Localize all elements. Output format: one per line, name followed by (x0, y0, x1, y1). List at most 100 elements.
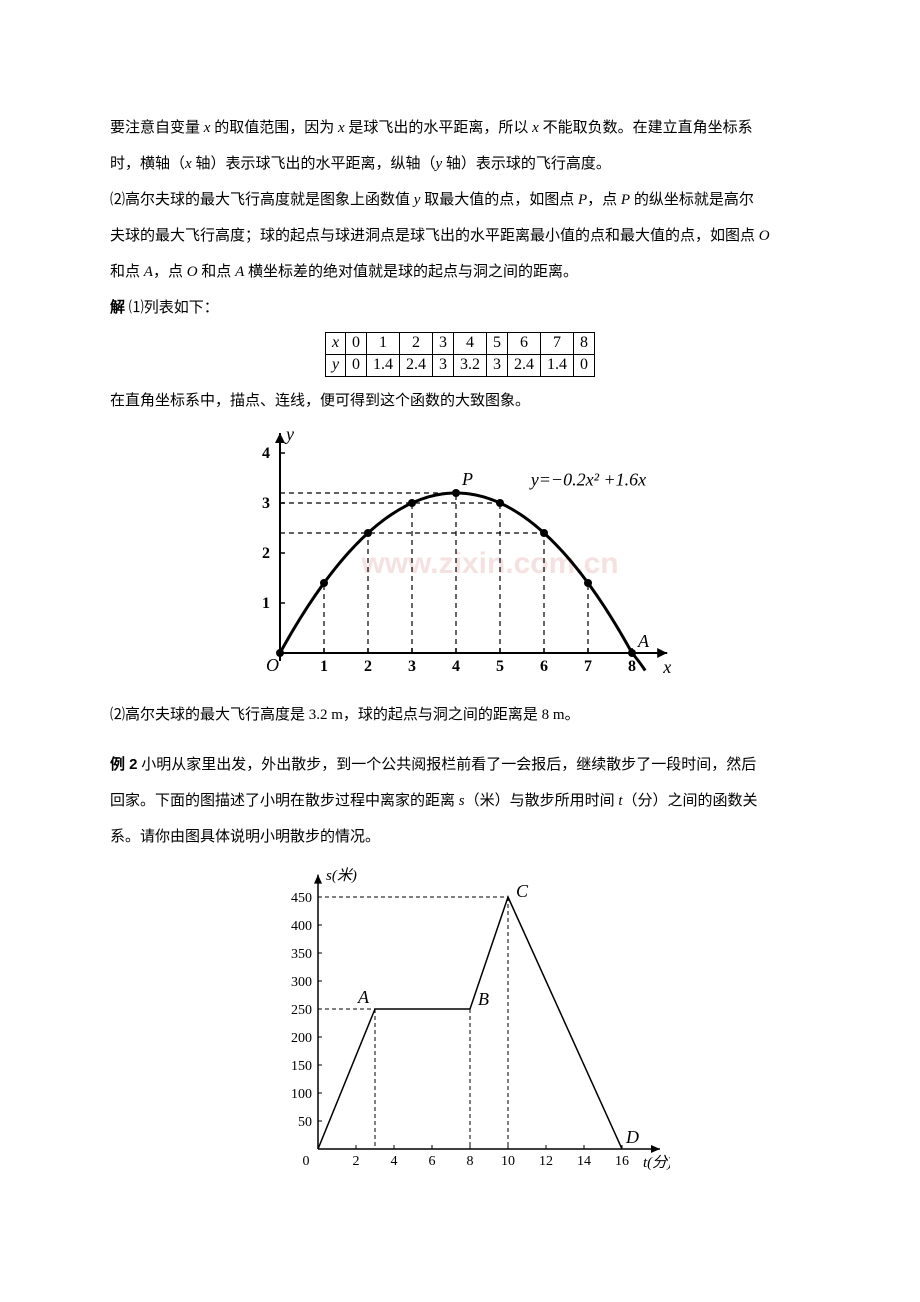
svg-text:0: 0 (303, 1154, 310, 1169)
svg-text:2: 2 (353, 1154, 360, 1169)
table-cell: 1.4 (541, 355, 574, 377)
svg-text:100: 100 (291, 1087, 312, 1102)
svg-text:200: 200 (291, 1031, 312, 1046)
svg-text:450: 450 (291, 891, 312, 906)
table-cell: 7 (541, 333, 574, 355)
svg-text:150: 150 (291, 1059, 312, 1074)
svg-text:350: 350 (291, 947, 312, 962)
table-cell: 3.2 (454, 355, 487, 377)
walk-chart: 24681012141650100150200250300350400450AB… (250, 859, 670, 1179)
svg-text:4: 4 (391, 1154, 398, 1169)
body-para-4: 夫球的最大飞行高度；球的起点与球进洞点是球飞出的水平距离最小值的点和最大值的点，… (110, 218, 810, 254)
data-table-wrap: x 0 1 2 3 4 5 6 7 8 y 0 1.4 2.4 3 3.2 3 … (110, 332, 810, 377)
table-cell: 2.4 (508, 355, 541, 377)
svg-text:s(米): s(米) (326, 867, 357, 884)
text: 横坐标差的绝对值就是球的起点与洞之间的距离。 (244, 264, 578, 280)
svg-text:6: 6 (540, 658, 548, 675)
svg-text:x: x (662, 657, 671, 677)
data-table: x 0 1 2 3 4 5 6 7 8 y 0 1.4 2.4 3 3.2 3 … (325, 332, 595, 377)
var-P: P (621, 192, 630, 208)
text: ，点 (153, 264, 187, 280)
svg-text:3: 3 (262, 495, 270, 512)
svg-text:7: 7 (584, 658, 592, 675)
svg-text:4: 4 (452, 658, 460, 675)
table-header-x: x (325, 333, 345, 355)
text: 要注意自变量 (110, 120, 204, 136)
body-para-5: 和点 A，点 O 和点 A 横坐标差的绝对值就是球的起点与洞之间的距离。 (110, 254, 810, 290)
svg-text:50: 50 (298, 1115, 312, 1130)
text: ⑴列表如下： (125, 300, 219, 316)
text: 轴）表示球的飞行高度。 (442, 156, 611, 172)
text: ，点 (587, 192, 621, 208)
table-cell: 3 (433, 355, 454, 377)
table-cell: 8 (574, 333, 595, 355)
svg-text:8: 8 (467, 1154, 474, 1169)
svg-text:1: 1 (262, 595, 270, 612)
table-cell: 2 (400, 333, 433, 355)
table-cell: 3 (433, 333, 454, 355)
svg-text:A: A (357, 987, 370, 1007)
body-para-11: 系。请你由图具体说明小明散步的情况。 (110, 819, 810, 855)
text: 轴）表示球飞出的水平距离，纵轴（ (192, 156, 436, 172)
svg-text:y=−0.2x² +1.6x: y=−0.2x² +1.6x (529, 470, 646, 490)
svg-text:16: 16 (615, 1154, 629, 1169)
text: 和点 (198, 264, 236, 280)
table-cell: 6 (508, 333, 541, 355)
var-O: O (187, 264, 198, 280)
svg-text:12: 12 (539, 1154, 553, 1169)
svg-text:t(分): t(分) (643, 1154, 670, 1171)
text: 夫球的最大飞行高度；球的起点与球进洞点是球飞出的水平距离最小值的点和最大值的点，… (110, 228, 759, 244)
var-P: P (578, 192, 587, 208)
svg-text:250: 250 (291, 1003, 312, 1018)
text: 小明从家里出发，外出散步，到一个公共阅报栏前看了一会报后，继续散步了一段时间，然… (138, 757, 757, 773)
body-para-9: 例 2 小明从家里出发，外出散步，到一个公共阅报栏前看了一会报后，继续散步了一段… (110, 747, 810, 783)
body-para-2: 时，横轴（x 轴）表示球飞出的水平距离，纵轴（y 轴）表示球的飞行高度。 (110, 146, 810, 182)
var-A: A (235, 264, 244, 280)
table-cell: 1 (367, 333, 400, 355)
svg-text:14: 14 (577, 1154, 591, 1169)
text: 的取值范围，因为 (210, 120, 338, 136)
body-para-3: ⑵高尔夫球的最大飞行高度就是图象上函数值 y 取最大值的点，如图点 P，点 P … (110, 182, 810, 218)
table-cell: 1.4 (367, 355, 400, 377)
svg-text:O: O (266, 655, 279, 675)
text: 回家。下面的图描述了小明在散步过程中离家的距离 (110, 793, 459, 809)
table-row: y 0 1.4 2.4 3 3.2 3 2.4 1.4 0 (325, 355, 594, 377)
text: （米）与散步所用时间 (465, 793, 619, 809)
body-para-10: 回家。下面的图描述了小明在散步过程中离家的距离 s（米）与散步所用时间 t（分）… (110, 783, 810, 819)
var-x: x (185, 156, 192, 172)
svg-text:400: 400 (291, 919, 312, 934)
var-x: x (338, 120, 345, 136)
text: 是球飞出的水平距离，所以 (345, 120, 533, 136)
body-para-6: 解 ⑴列表如下： (110, 290, 810, 326)
chart-2-wrap: 24681012141650100150200250300350400450AB… (110, 859, 810, 1179)
var-A: A (144, 264, 153, 280)
svg-text:C: C (516, 881, 529, 901)
label-solution: 解 (110, 299, 125, 316)
var-O: O (759, 228, 770, 244)
var-x: x (532, 120, 539, 136)
svg-text:8: 8 (628, 658, 636, 675)
table-cell: 0 (346, 333, 367, 355)
text: 取最大值的点，如图点 (420, 192, 578, 208)
text: 时，横轴（ (110, 156, 185, 172)
svg-text:2: 2 (262, 545, 270, 562)
text: ⑵高尔夫球的最大飞行高度就是图象上函数值 (110, 192, 414, 208)
svg-text:A: A (637, 631, 650, 651)
svg-text:2: 2 (364, 658, 372, 675)
table-header-y: y (325, 355, 345, 377)
table-row: x 0 1 2 3 4 5 6 7 8 (325, 333, 594, 355)
svg-text:3: 3 (408, 658, 416, 675)
svg-text:5: 5 (496, 658, 504, 675)
svg-text:10: 10 (501, 1154, 515, 1169)
table-cell: 3 (487, 355, 508, 377)
svg-text:4: 4 (262, 445, 270, 462)
body-para-7: 在直角坐标系中，描点、连线，便可得到这个函数的大致图象。 (110, 383, 810, 419)
text: （分）之间的函数关 (623, 793, 758, 809)
text: 不能取负数。在建立直角坐标系 (539, 120, 753, 136)
label-example-2: 例 2 (110, 756, 138, 773)
table-cell: 2.4 (400, 355, 433, 377)
table-cell: 5 (487, 333, 508, 355)
svg-text:y: y (284, 424, 294, 444)
svg-text:B: B (478, 989, 489, 1009)
table-cell: 0 (574, 355, 595, 377)
